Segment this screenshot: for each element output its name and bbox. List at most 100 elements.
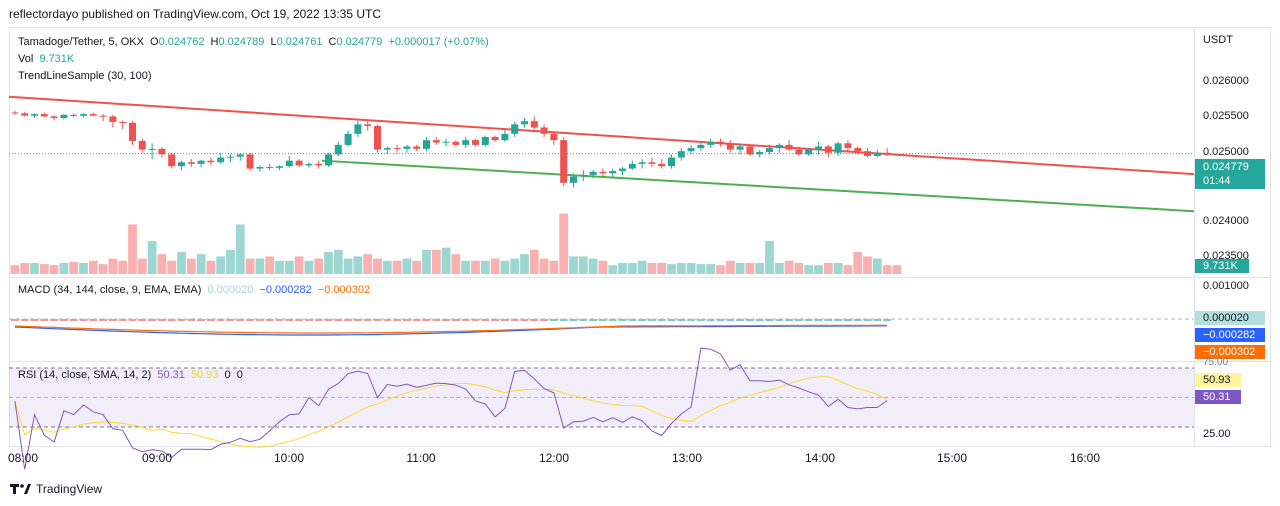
volume-bar bbox=[863, 256, 872, 274]
macd-histogram-bar bbox=[30, 319, 39, 321]
macd-histogram-bar bbox=[393, 319, 401, 321]
tradingview-footer[interactable]: TradingView bbox=[10, 482, 102, 496]
last-price-tag: 0.024779 01:44 bbox=[1195, 159, 1265, 189]
candle-body bbox=[187, 162, 195, 164]
volume-bar bbox=[588, 258, 598, 274]
macd-line-tag: −0.000282 bbox=[1195, 328, 1265, 342]
volume-bar bbox=[853, 252, 863, 274]
candle-body bbox=[834, 143, 842, 153]
volume-bar bbox=[804, 265, 814, 274]
volume-bar bbox=[392, 260, 402, 274]
macd-histogram-bar bbox=[599, 319, 607, 321]
macd-histogram-bar bbox=[226, 319, 235, 321]
volume-bar bbox=[20, 263, 30, 274]
macd-legend: MACD (34, 144, close, 9, EMA, EMA) 0.000… bbox=[18, 284, 373, 296]
macd-histogram-bar bbox=[510, 319, 519, 321]
macd-histogram-bar bbox=[20, 319, 29, 321]
volume-bar bbox=[539, 258, 549, 274]
close-value: 0.024779 bbox=[336, 36, 383, 48]
candle-body bbox=[540, 127, 548, 134]
volume-bar bbox=[716, 265, 725, 274]
volume-bar bbox=[647, 263, 657, 274]
macd-histogram-bar bbox=[138, 319, 147, 321]
candle-body bbox=[668, 157, 675, 167]
macd-histogram-bar bbox=[158, 319, 166, 321]
candle-body bbox=[285, 160, 293, 167]
volume-bar bbox=[39, 264, 49, 274]
candle-body bbox=[883, 152, 891, 154]
volume-bar bbox=[608, 265, 618, 274]
macd-histogram-bar bbox=[883, 319, 891, 321]
volume-bar bbox=[500, 260, 510, 274]
volume-bar bbox=[402, 258, 412, 274]
axis-currency: USDT bbox=[1203, 34, 1233, 46]
candle-body bbox=[472, 140, 479, 145]
candle-body bbox=[246, 154, 254, 169]
trendline-lower bbox=[321, 159, 1195, 213]
volume-bar bbox=[627, 263, 637, 274]
volume-bar bbox=[686, 263, 696, 274]
volume-bar bbox=[578, 256, 588, 274]
candle-body bbox=[256, 167, 264, 169]
candle-body bbox=[40, 114, 48, 117]
macd-histogram-bar bbox=[128, 319, 137, 321]
candle-body bbox=[305, 163, 313, 166]
volume-bar bbox=[304, 260, 314, 274]
volume-bar bbox=[892, 265, 902, 274]
macd-signal-value: −0.000302 bbox=[317, 284, 371, 296]
candle-body bbox=[658, 163, 666, 167]
macd-histogram-bar bbox=[677, 319, 686, 321]
volume-bar bbox=[480, 260, 490, 274]
volume-bar bbox=[196, 254, 206, 274]
candle-body bbox=[197, 160, 205, 164]
volume-bar bbox=[549, 260, 559, 274]
candle-body bbox=[432, 140, 440, 143]
rsi-zero-1: 0 bbox=[224, 369, 231, 381]
volume-bar bbox=[88, 260, 98, 274]
macd-hist-value: 0.000020 bbox=[207, 284, 254, 296]
volume-bar bbox=[431, 249, 441, 274]
macd-histogram-bar bbox=[648, 319, 656, 321]
candle-body bbox=[168, 154, 176, 167]
macd-histogram-bar bbox=[608, 319, 617, 321]
volume-bar bbox=[441, 247, 451, 274]
volume-value: 9.731K bbox=[39, 53, 75, 65]
volume-bar bbox=[314, 258, 324, 274]
indicator-legend[interactable]: TrendLineSample (30, 100) bbox=[18, 70, 152, 82]
volume-bar bbox=[167, 260, 177, 274]
macd-histogram-bar bbox=[628, 319, 637, 321]
macd-histogram-bar bbox=[755, 319, 764, 321]
macd-histogram-bar bbox=[40, 319, 49, 321]
volume-bar bbox=[177, 252, 186, 274]
close-label: C bbox=[328, 36, 337, 48]
candle-body bbox=[511, 124, 519, 134]
candle-body bbox=[354, 124, 362, 134]
candle-body bbox=[462, 140, 470, 145]
candle-body bbox=[873, 152, 881, 156]
macd-histogram-bar bbox=[530, 319, 539, 321]
pane-divider-volume-macd bbox=[9, 277, 1271, 278]
volume-bar bbox=[745, 263, 755, 274]
macd-histogram-bar bbox=[814, 319, 823, 321]
macd-histogram-bar bbox=[471, 319, 480, 321]
macd-histogram-bar bbox=[79, 319, 88, 321]
macd-histogram-bar bbox=[687, 319, 695, 321]
macd-histogram-bar bbox=[501, 319, 509, 321]
symbol-legend: Tamadoge/Tether, 5, OKX O0.024762 H0.024… bbox=[18, 36, 492, 48]
volume-bar bbox=[343, 258, 353, 274]
candle-body bbox=[579, 174, 587, 177]
candle-body bbox=[550, 133, 558, 141]
high-label: H bbox=[210, 36, 219, 48]
candle-body bbox=[138, 140, 146, 150]
volume-bar bbox=[569, 256, 578, 274]
candle-body bbox=[844, 143, 852, 149]
rsi-tag: 50.31 bbox=[1195, 390, 1241, 404]
candle-body bbox=[619, 168, 626, 171]
macd-histogram-bar bbox=[697, 319, 705, 321]
time-tick: 14:00 bbox=[804, 451, 836, 465]
volume-bar bbox=[784, 260, 794, 274]
macd-histogram-bar bbox=[491, 319, 499, 321]
macd-histogram-bar bbox=[256, 319, 264, 321]
time-tick: 10:00 bbox=[273, 451, 305, 465]
